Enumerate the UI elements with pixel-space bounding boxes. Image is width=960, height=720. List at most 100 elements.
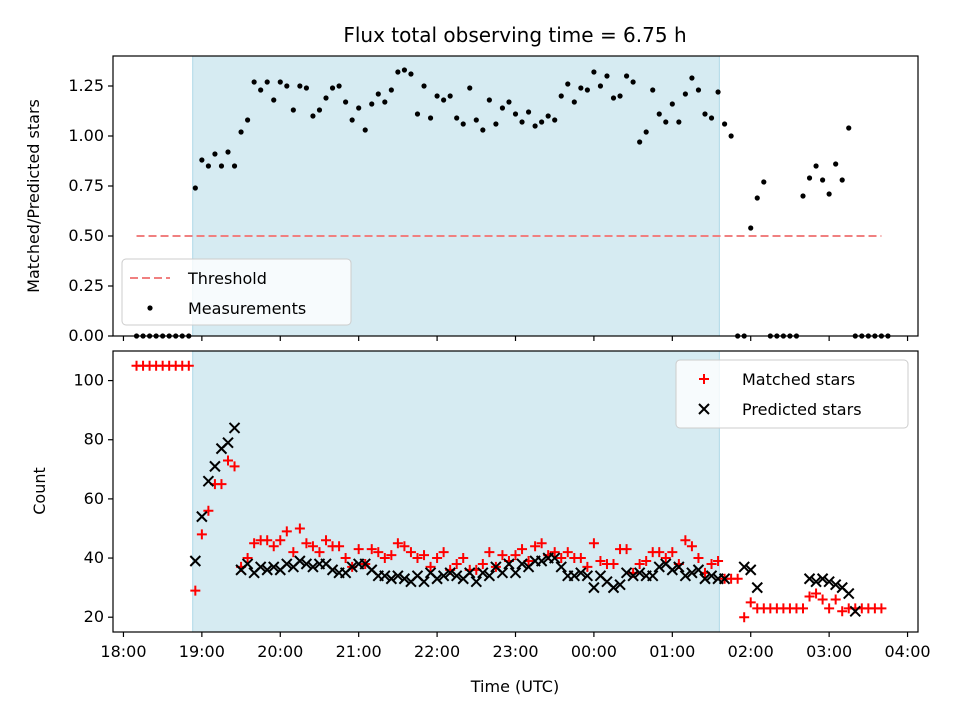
bottom-observing-span — [192, 350, 720, 633]
x-tick-label: 01:00 — [649, 642, 695, 661]
matched-star-point — [281, 526, 292, 537]
predicted-star-point — [281, 558, 293, 570]
measurement-point — [539, 119, 545, 125]
measurement-point — [460, 121, 466, 127]
measurement-point — [506, 99, 512, 105]
measurement-point — [251, 79, 257, 85]
predicted-star-point — [647, 570, 659, 582]
measurement-point — [245, 117, 251, 123]
measurement-point — [604, 73, 610, 79]
x-tick-label: 02:00 — [728, 642, 774, 661]
matched-star-point — [595, 556, 606, 567]
predicted-star-point — [222, 436, 234, 449]
matched-star-point — [798, 603, 808, 614]
matched-star-point — [804, 591, 815, 602]
matched-star-point — [693, 553, 704, 564]
measurement-point — [401, 67, 408, 73]
predicted-star-point — [745, 564, 757, 576]
x-tick-label: 18:00 — [100, 642, 146, 661]
matched-star-point — [660, 553, 671, 564]
bottom-y-tick-label: 80 — [84, 430, 104, 449]
matched-star-point — [654, 547, 665, 558]
predicted-star-point — [627, 570, 639, 582]
matched-star-point — [262, 535, 273, 546]
measurement-point — [427, 115, 434, 121]
measurement-point — [663, 119, 669, 125]
top-y-tick-label: 1.00 — [68, 126, 104, 145]
measurement-point — [846, 125, 852, 131]
measurement-point — [571, 99, 577, 105]
measurement-point — [545, 113, 551, 119]
x-tick-label: 00:00 — [571, 642, 617, 661]
matched-star-point — [458, 553, 469, 564]
matched-star-point — [811, 588, 822, 599]
matched-star-point — [294, 523, 305, 534]
matched-star-point — [634, 558, 645, 569]
matched-star-point — [562, 547, 573, 558]
matched-star-point — [183, 360, 194, 371]
matched-star-point — [386, 550, 397, 561]
bottom-data-marks — [131, 360, 887, 623]
predicted-star-point — [450, 570, 463, 582]
measurement-point — [356, 105, 362, 111]
matched-star-point — [536, 538, 547, 549]
predicted-star-point — [294, 555, 306, 567]
predicted-star-point — [653, 561, 665, 573]
predicted-star-point — [444, 567, 456, 579]
measurement-point — [748, 225, 754, 231]
chart-title: Flux total observing time = 6.75 h — [343, 23, 686, 47]
measurement-point — [441, 97, 447, 103]
predicted-star-point — [535, 555, 548, 567]
x-tick-label: 21:00 — [336, 642, 382, 661]
measurement-point — [623, 73, 630, 79]
measurement-point — [277, 79, 283, 85]
matched-star-point — [334, 541, 345, 552]
matched-star-point — [412, 553, 423, 564]
matched-star-point — [451, 558, 462, 569]
predicted-star-point — [418, 576, 430, 588]
bottom-panel: 20 40 60 80 100 18:00 19:00 20:00 21:00 22:00 23:0… — [73, 350, 931, 661]
measurement-point — [610, 95, 617, 101]
matched-star-point — [517, 544, 528, 555]
legend-box — [675, 359, 909, 429]
measurement-point — [303, 85, 310, 91]
matched-star-point — [575, 553, 586, 564]
measurement-point — [310, 113, 316, 119]
measurement-point — [512, 111, 519, 117]
predicted-star-point — [385, 573, 398, 585]
measurement-point — [284, 83, 290, 89]
x-tick-label: 23:00 — [492, 642, 538, 661]
predicted-star-point — [379, 570, 391, 582]
matched-star-point — [680, 535, 691, 546]
predicted-star-point — [509, 567, 522, 579]
measurement-point — [499, 105, 506, 111]
measurement-point — [708, 115, 715, 121]
matched-star-point — [190, 585, 201, 596]
matched-star-point — [301, 538, 312, 549]
measurement-point — [695, 87, 702, 93]
predicted-star-point — [699, 573, 711, 585]
matched-star-point — [739, 612, 750, 623]
predicted-star-point — [196, 510, 208, 523]
measurement-point — [486, 97, 492, 103]
measurement-point — [349, 117, 355, 123]
top-y-tick-label: 0.75 — [68, 176, 104, 195]
measurement-point — [728, 133, 734, 139]
predicted-star-point — [816, 573, 829, 585]
matched-star-point — [745, 597, 756, 608]
predicted-star-point — [705, 570, 718, 582]
matched-star-point — [203, 505, 214, 516]
x-tick-label: 20:00 — [257, 642, 303, 661]
measurement-point — [447, 93, 453, 99]
measurement-point — [715, 89, 721, 95]
matched-star-point — [425, 561, 436, 572]
matched-star-point — [549, 547, 560, 558]
matched-star-point — [399, 541, 410, 552]
predicted-star-point — [268, 561, 280, 573]
predicted-star-point — [633, 567, 646, 579]
predicted-star-point — [607, 581, 620, 594]
measurement-point — [362, 127, 368, 133]
measurement-point — [205, 163, 211, 169]
matched-star-point — [223, 455, 233, 466]
predicted-star-point — [254, 561, 267, 573]
